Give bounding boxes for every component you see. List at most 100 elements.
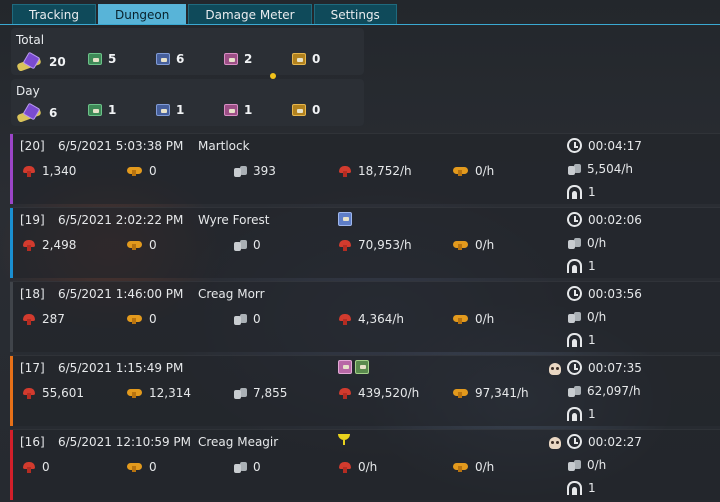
fame-per-hour-icon	[338, 313, 352, 326]
loot-icons	[338, 212, 352, 226]
loot-icons	[338, 434, 350, 446]
respec-per-hour-value: 0/h	[475, 164, 495, 178]
total-gold-value: 0	[312, 52, 321, 66]
respec-per-hour-icon	[453, 165, 469, 177]
tab-underline	[0, 24, 720, 25]
respec-per-hour-icon	[453, 461, 469, 473]
loot-icons	[338, 360, 369, 374]
row-date: 6/5/2021 2:02:22 PM	[58, 213, 184, 227]
dungeon-row[interactable]: [17] 6/5/2021 1:15:49 PM 55,601 12,314 7,855…	[10, 355, 720, 426]
respec-icon	[127, 313, 143, 325]
silver-per-hour-icon	[567, 458, 581, 472]
row-color-bar	[10, 356, 13, 426]
dungeon-count-value: 1	[588, 259, 596, 273]
fame-per-hour-icon	[338, 239, 352, 252]
fame-icon	[22, 387, 36, 400]
duration-value: 00:02:06	[588, 212, 642, 227]
row-id: [16]	[20, 435, 45, 449]
total-green-value: 5	[108, 52, 117, 66]
clock-icon	[567, 286, 582, 301]
row-map-name: Creag Meagir	[198, 435, 279, 449]
fame-value: 0	[42, 460, 50, 474]
silver-per-hour-icon	[567, 310, 581, 324]
fame-icon	[22, 313, 36, 326]
fame-per-hour-value: 4,364/h	[358, 312, 405, 326]
dungeon-row[interactable]: [18] 6/5/2021 1:46:00 PM Creag Morr 287 0 0 4,…	[10, 281, 720, 352]
dungeon-entrance-icon	[567, 185, 582, 199]
tab-tracking[interactable]: Tracking	[12, 4, 96, 25]
dungeon-row[interactable]: [19] 6/5/2021 2:02:22 PM Wyre Forest 2,498 0…	[10, 207, 720, 278]
fame-value: 287	[42, 312, 65, 326]
fame-value: 2,498	[42, 238, 77, 252]
silver-per-hour-icon	[567, 236, 581, 250]
fame-icon	[22, 461, 36, 474]
silver-icon	[233, 238, 247, 252]
silver-value: 393	[253, 164, 276, 178]
duration-value: 00:07:35	[588, 360, 642, 375]
clock-icon	[567, 212, 582, 227]
dungeon-entrance-icon	[567, 259, 582, 273]
respec-icon	[127, 165, 143, 177]
row-id: [17]	[20, 361, 45, 375]
dungeon-entrance-icon	[567, 333, 582, 347]
clock-icon	[567, 360, 582, 375]
silver-per-hour-icon	[567, 162, 581, 176]
dungeon-entrance-icon	[567, 407, 582, 421]
day-pink-value: 1	[244, 103, 253, 117]
row-color-bar	[10, 134, 13, 204]
silver-icon	[233, 312, 247, 326]
silver-icon	[233, 164, 247, 178]
duration-value: 00:03:56	[588, 286, 642, 301]
fame-per-hour-icon	[338, 387, 352, 400]
loot-pink-chest-icon	[338, 360, 352, 374]
row-date: 6/5/2021 12:10:59 PM	[58, 435, 192, 449]
dungeon-count-value: 1	[588, 481, 596, 495]
silver-icon	[233, 460, 247, 474]
silver-value: 0	[253, 460, 261, 474]
dungeon-entrance-icon	[567, 481, 582, 495]
dungeon-key-icon	[16, 51, 43, 72]
silver-value: 0	[253, 312, 261, 326]
tab-damage-meter[interactable]: Damage Meter	[188, 4, 312, 25]
splitter-handle[interactable]	[270, 73, 276, 79]
dungeon-row[interactable]: [16] 6/5/2021 12:10:59 PM Creag Meagir 0 0 0 0…	[10, 429, 720, 500]
respec-value: 0	[149, 238, 157, 252]
respec-per-hour-icon	[453, 239, 469, 251]
tab-dungeon[interactable]: Dungeon	[97, 4, 187, 25]
green-chest-icon	[88, 104, 102, 116]
day-green-value: 1	[108, 103, 117, 117]
row-color-bar	[10, 430, 13, 500]
respec-per-hour-value: 0/h	[475, 460, 495, 474]
loot-green-chest-icon	[355, 360, 369, 374]
total-keys-value: 20	[49, 55, 66, 69]
silver-icon	[233, 386, 247, 400]
loot-cup-icon	[338, 434, 350, 446]
fame-value: 1,340	[42, 164, 77, 178]
respec-icon	[127, 387, 143, 399]
respec-per-hour-value: 0/h	[475, 238, 495, 252]
row-id: [19]	[20, 213, 45, 227]
respec-per-hour-icon	[453, 313, 469, 325]
row-map-name: Creag Morr	[198, 287, 265, 301]
clock-icon	[567, 138, 582, 153]
duration-value: 00:04:17	[588, 138, 642, 153]
tab-bar: Tracking Dungeon Damage Meter Settings	[12, 4, 397, 25]
dungeon-count-value: 1	[588, 407, 596, 421]
gold-chest-icon	[292, 104, 306, 116]
silver-value: 7,855	[253, 386, 288, 400]
row-date: 6/5/2021 1:15:49 PM	[58, 361, 184, 375]
silver-per-hour-value: 0/h	[587, 458, 607, 472]
silver-per-hour-value: 0/h	[587, 310, 607, 324]
gold-chest-icon	[292, 53, 306, 65]
total-title: Total	[16, 33, 45, 47]
row-color-bar	[10, 208, 13, 278]
tab-settings[interactable]: Settings	[313, 4, 397, 25]
fame-per-hour-value: 439,520/h	[358, 386, 420, 400]
fame-per-hour-icon	[338, 165, 352, 178]
silver-per-hour-value: 62,097/h	[587, 384, 641, 398]
respec-per-hour-icon	[453, 387, 469, 399]
respec-per-hour-value: 97,341/h	[475, 386, 529, 400]
fame-per-hour-value: 18,752/h	[358, 164, 412, 178]
pink-chest-icon	[224, 53, 238, 65]
dungeon-row[interactable]: [20] 6/5/2021 5:03:38 PM Martlock 1,340 0 393…	[10, 133, 720, 204]
